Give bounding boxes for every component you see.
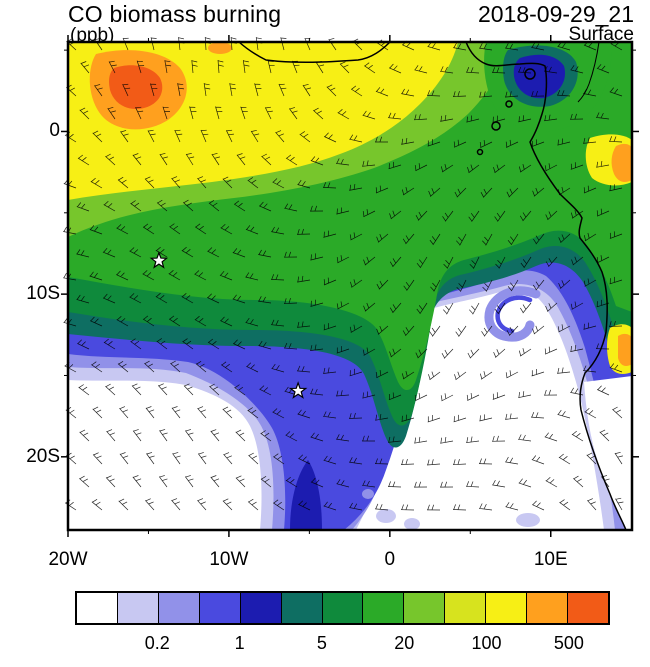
colorbar-cell bbox=[322, 593, 364, 623]
cyclonic-curl bbox=[484, 286, 541, 342]
lat-tick-label: 10S bbox=[26, 283, 60, 305]
colorbar-cell bbox=[486, 593, 528, 623]
co-concentration-map bbox=[61, 35, 639, 537]
map-frame bbox=[66, 40, 634, 532]
colorbar-cell bbox=[240, 593, 282, 623]
star-marker bbox=[288, 381, 308, 399]
lat-tick-label: 0 bbox=[49, 120, 60, 142]
island-star-markers bbox=[149, 251, 308, 399]
colorbar-cell bbox=[404, 593, 446, 623]
sao-tome-island bbox=[491, 121, 501, 131]
contour-fill-bands bbox=[68, 42, 632, 530]
coastline bbox=[238, 41, 627, 531]
colorbar-cell bbox=[199, 593, 241, 623]
colorbar-label: 1 bbox=[234, 633, 245, 653]
namibia-land bbox=[584, 376, 632, 530]
lat-tick-label: 20S bbox=[26, 445, 60, 467]
lon-tick-label: 10E bbox=[533, 549, 568, 570]
tail-navy-core bbox=[290, 460, 322, 530]
colorbar-label: 100 bbox=[471, 633, 502, 653]
lon-tick-label: 10W bbox=[209, 549, 249, 570]
annobon-island bbox=[476, 148, 484, 156]
principe-island bbox=[505, 100, 513, 108]
colorbar-label: 20 bbox=[394, 633, 415, 653]
colorbar-cell bbox=[568, 593, 608, 623]
lavender-speckles bbox=[362, 489, 540, 530]
map-plot-area bbox=[61, 35, 639, 537]
lon-tick-label: 0 bbox=[384, 549, 396, 570]
colorbar-label: 500 bbox=[553, 633, 584, 653]
star-marker bbox=[149, 251, 169, 269]
colorbar-cell bbox=[158, 593, 200, 623]
colorbar-labels: 0.2 1 5 20 100 500 bbox=[75, 631, 610, 657]
level-label: Surface bbox=[568, 24, 634, 45]
timestamp-label: 2018-09-29_21 bbox=[477, 1, 634, 27]
colorbar-cell bbox=[281, 593, 323, 623]
page-title: CO biomass burning bbox=[68, 1, 282, 27]
colorbar-cell bbox=[527, 593, 569, 623]
colorbar-cell bbox=[77, 593, 118, 623]
colorbar-label: 5 bbox=[316, 633, 327, 653]
bioko-island bbox=[524, 68, 536, 80]
colorbar bbox=[75, 591, 610, 625]
colorbar-cell bbox=[445, 593, 487, 623]
colorbar-cell bbox=[117, 593, 159, 623]
colorbar-cell bbox=[363, 593, 405, 623]
lon-tick-label: 20W bbox=[48, 549, 88, 570]
coastal-land-hotspots bbox=[585, 134, 632, 374]
colorbar-label: 0.2 bbox=[144, 633, 170, 653]
